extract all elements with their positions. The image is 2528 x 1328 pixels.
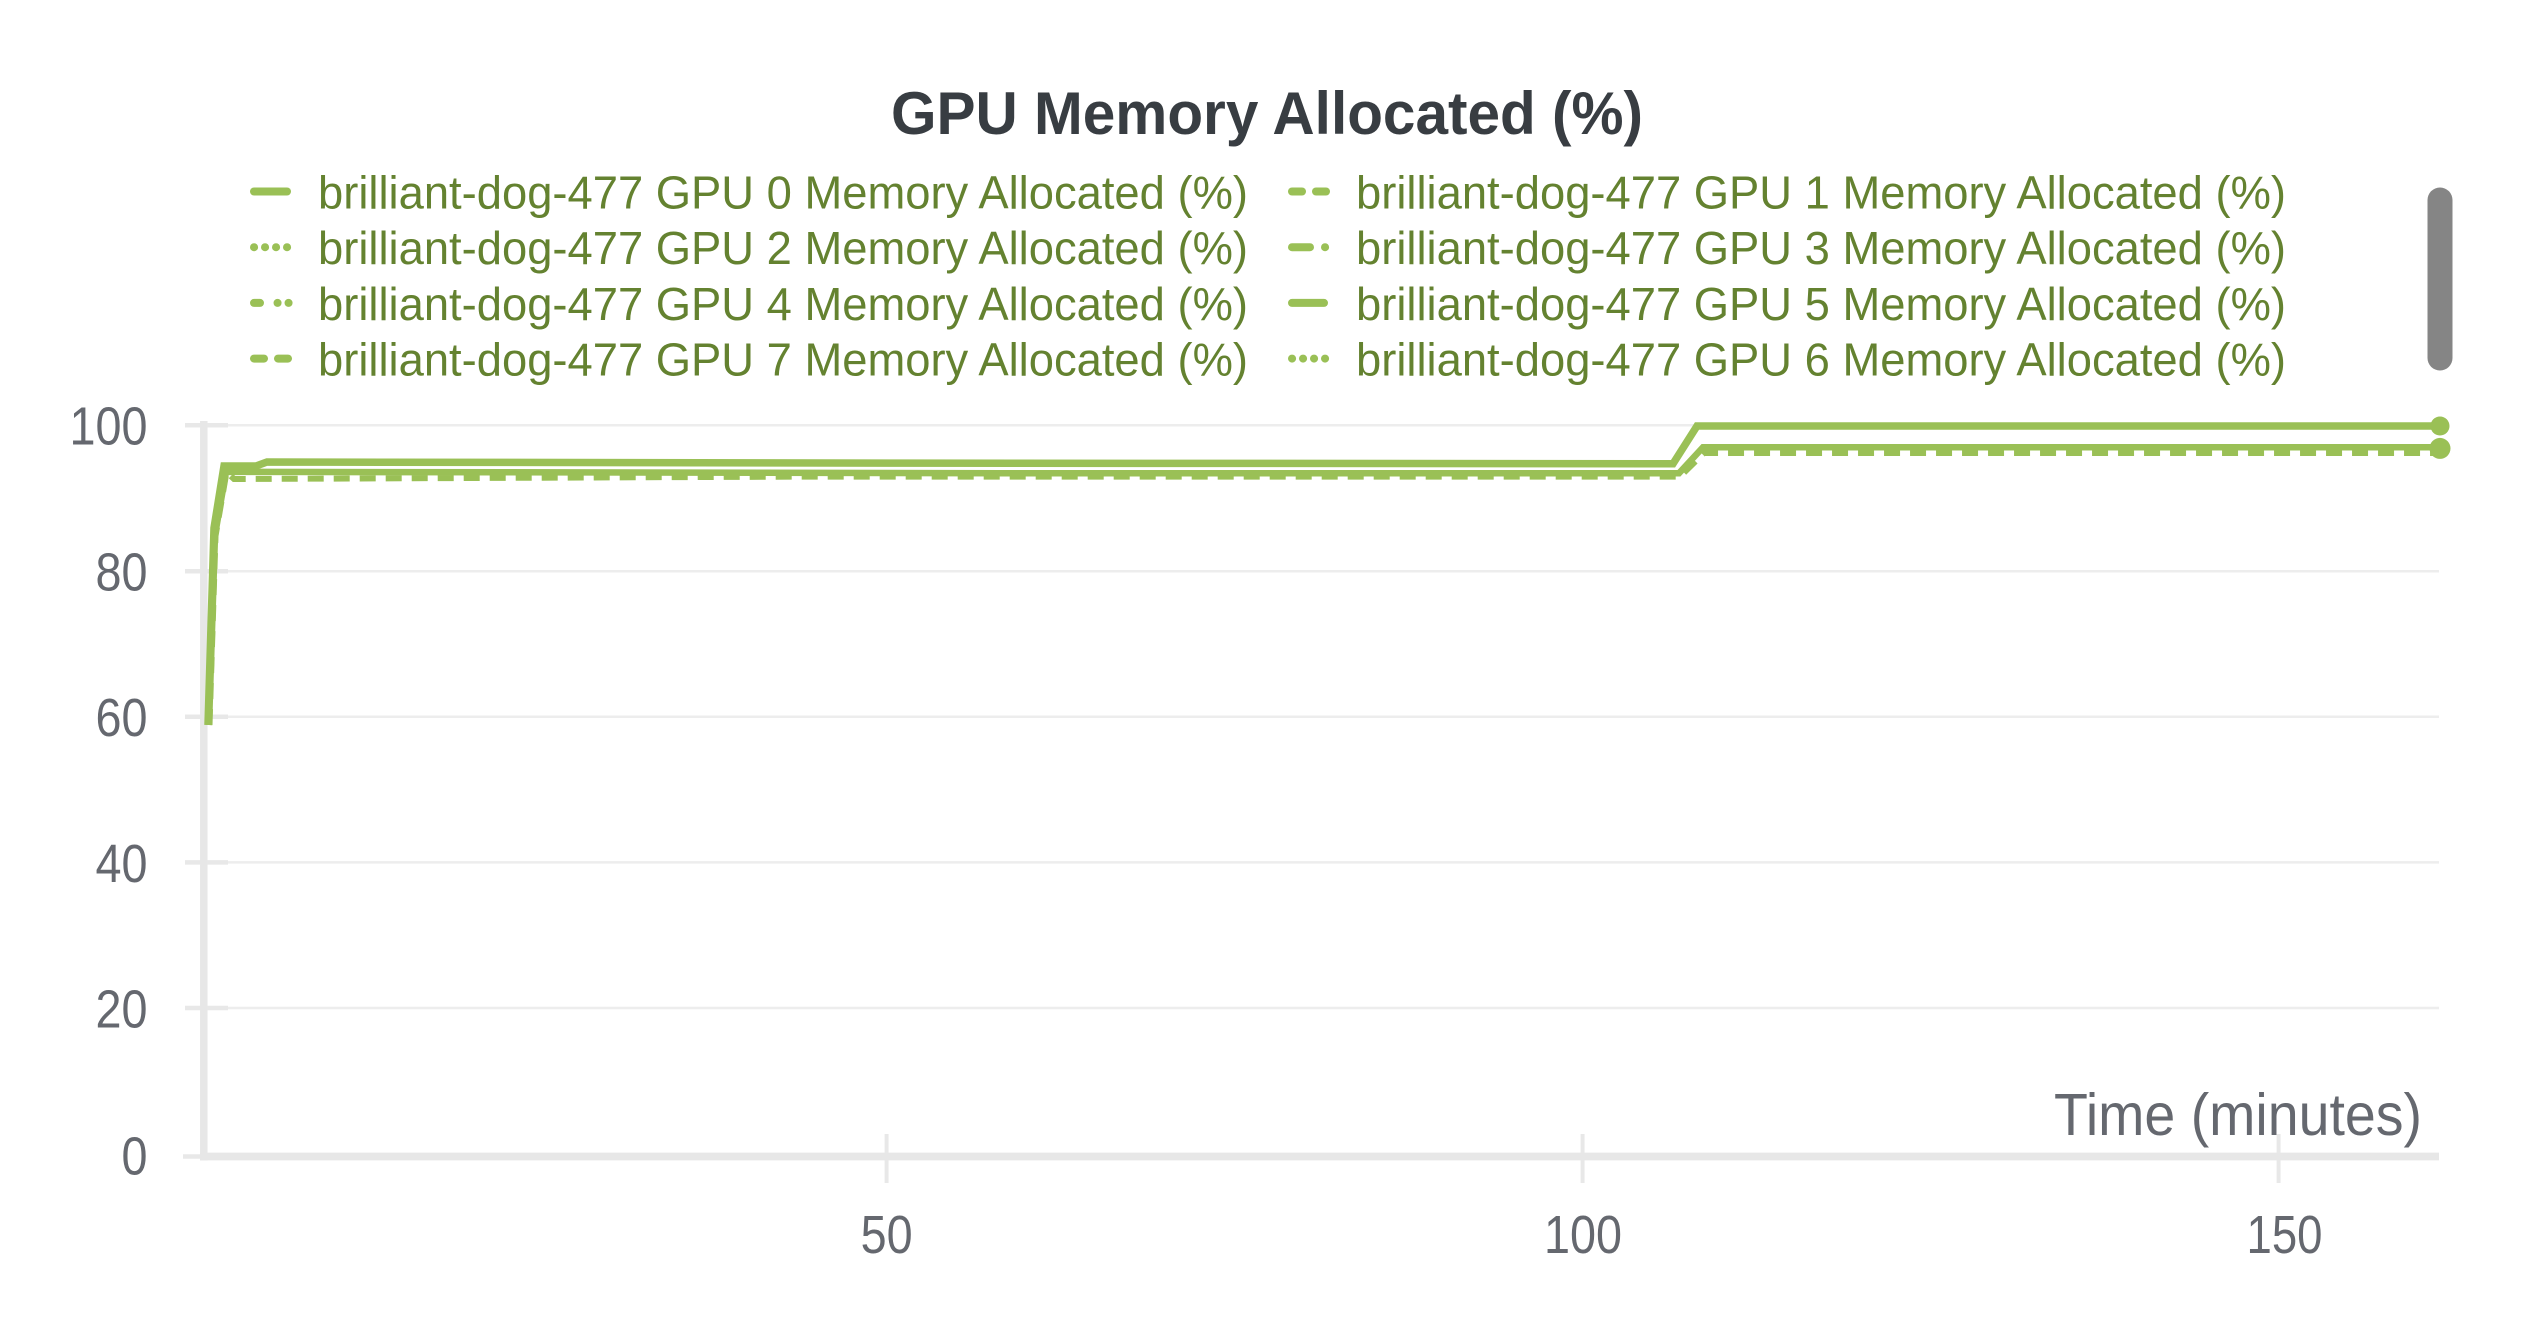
svg-text:brilliant-dog-477 GPU 4 Memory: brilliant-dog-477 GPU 4 Memory Allocated… [318, 278, 1248, 330]
svg-text:Time (minutes): Time (minutes) [2054, 1082, 2422, 1148]
svg-text:50: 50 [861, 1205, 913, 1265]
svg-text:brilliant-dog-477 GPU 5 Memory: brilliant-dog-477 GPU 5 Memory Allocated… [1356, 278, 2286, 330]
svg-text:150: 150 [2247, 1205, 2323, 1265]
svg-text:brilliant-dog-477 GPU 0 Memory: brilliant-dog-477 GPU 0 Memory Allocated… [318, 167, 1248, 219]
svg-text:80: 80 [96, 543, 148, 603]
svg-text:brilliant-dog-477 GPU 7 Memory: brilliant-dog-477 GPU 7 Memory Allocated… [318, 334, 1248, 386]
svg-text:0: 0 [122, 1126, 148, 1186]
svg-text:GPU Memory Allocated (%): GPU Memory Allocated (%) [891, 80, 1643, 147]
svg-text:100: 100 [1544, 1205, 1622, 1265]
svg-text:brilliant-dog-477 GPU 2 Memory: brilliant-dog-477 GPU 2 Memory Allocated… [318, 222, 1248, 274]
svg-text:brilliant-dog-477 GPU 1 Memory: brilliant-dog-477 GPU 1 Memory Allocated… [1356, 167, 2286, 219]
svg-text:brilliant-dog-477 GPU 3 Memory: brilliant-dog-477 GPU 3 Memory Allocated… [1356, 222, 2286, 274]
svg-text:60: 60 [96, 688, 148, 748]
svg-text:20: 20 [96, 979, 148, 1039]
svg-text:brilliant-dog-477 GPU 6 Memory: brilliant-dog-477 GPU 6 Memory Allocated… [1356, 334, 2286, 386]
svg-text:100: 100 [70, 397, 148, 457]
svg-text:40: 40 [96, 834, 148, 894]
